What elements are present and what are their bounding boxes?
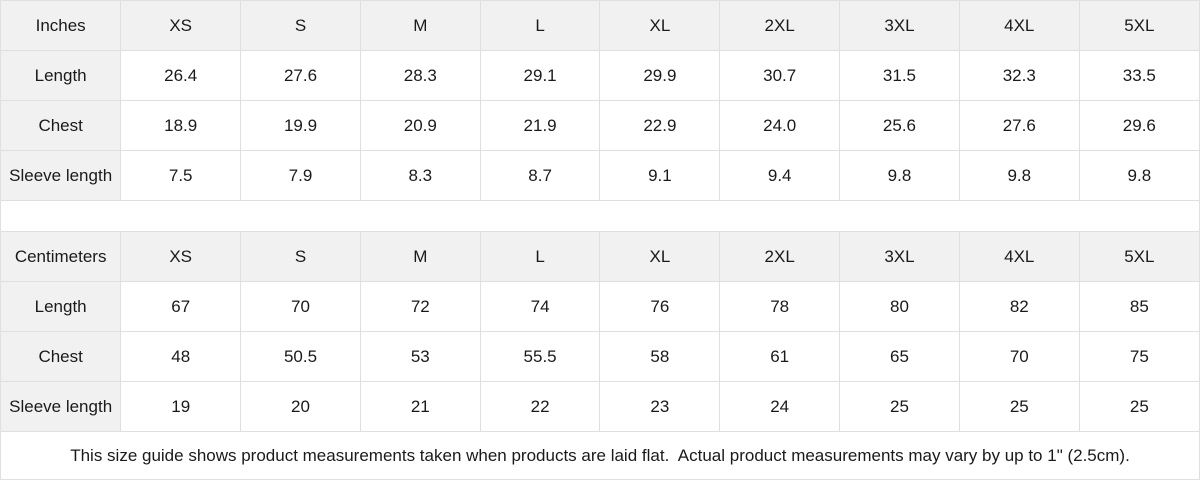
size-header-cell: M bbox=[359, 231, 481, 282]
value-cell: 24 bbox=[719, 381, 841, 432]
value-cell: 21 bbox=[359, 381, 481, 432]
value-cell: 53 bbox=[359, 331, 481, 382]
table-gap bbox=[1, 201, 1199, 231]
size-header-cell: 3XL bbox=[839, 1, 960, 51]
measurement-row: Chest 18.9 19.9 20.9 21.9 22.9 24.0 25.6 27.6 29.… bbox=[1, 100, 1199, 151]
size-header-row: Inches XS S M L XL 2XL 3XL 4XL 5XL bbox=[1, 1, 1199, 51]
value-cell: 72 bbox=[359, 281, 481, 332]
size-header-cell: XL bbox=[599, 1, 721, 51]
value-cell: 30.7 bbox=[719, 50, 841, 101]
row-label-cell: Length bbox=[1, 50, 122, 101]
value-cell: 70 bbox=[240, 281, 361, 332]
size-header-cell: L bbox=[479, 231, 601, 282]
value-cell: 31.5 bbox=[839, 50, 960, 101]
measurement-row: Sleeve length 19 20 21 22 23 24 25 25 25 bbox=[1, 381, 1199, 432]
measurement-row: Sleeve length 7.5 7.9 8.3 8.7 9.1 9.4 9.8 9.8 9.8 bbox=[1, 150, 1199, 201]
value-cell: 29.6 bbox=[1078, 100, 1199, 151]
value-cell: 74 bbox=[479, 281, 601, 332]
value-cell: 9.8 bbox=[1078, 150, 1199, 201]
value-cell: 19 bbox=[120, 381, 242, 432]
inches-table: Inches XS S M L XL 2XL 3XL 4XL 5XL Length 26.4 27.6 2… bbox=[1, 1, 1199, 201]
value-cell: 20 bbox=[240, 381, 361, 432]
value-cell: 9.4 bbox=[719, 150, 841, 201]
size-header-cell: 4XL bbox=[958, 231, 1080, 282]
footnote: This size guide shows product measuremen… bbox=[1, 432, 1199, 479]
value-cell: 9.8 bbox=[839, 150, 960, 201]
value-cell: 76 bbox=[599, 281, 721, 332]
measurement-row: Length 67 70 72 74 76 78 80 82 85 bbox=[1, 281, 1199, 332]
value-cell: 9.1 bbox=[599, 150, 721, 201]
value-cell: 22.9 bbox=[599, 100, 721, 151]
value-cell: 70 bbox=[958, 331, 1080, 382]
value-cell: 18.9 bbox=[120, 100, 242, 151]
value-cell: 50.5 bbox=[240, 331, 361, 382]
value-cell: 26.4 bbox=[120, 50, 242, 101]
value-cell: 25 bbox=[1078, 381, 1199, 432]
value-cell: 65 bbox=[839, 331, 960, 382]
value-cell: 9.8 bbox=[958, 150, 1080, 201]
value-cell: 20.9 bbox=[359, 100, 481, 151]
value-cell: 78 bbox=[719, 281, 841, 332]
value-cell: 32.3 bbox=[958, 50, 1080, 101]
size-header-cell: S bbox=[240, 1, 361, 51]
value-cell: 80 bbox=[839, 281, 960, 332]
value-cell: 23 bbox=[599, 381, 721, 432]
value-cell: 8.7 bbox=[479, 150, 601, 201]
measurement-row: Length 26.4 27.6 28.3 29.1 29.9 30.7 31.5 32.3 33… bbox=[1, 50, 1199, 101]
value-cell: 25.6 bbox=[839, 100, 960, 151]
value-cell: 75 bbox=[1078, 331, 1199, 382]
value-cell: 21.9 bbox=[479, 100, 601, 151]
value-cell: 58 bbox=[599, 331, 721, 382]
value-cell: 27.6 bbox=[958, 100, 1080, 151]
row-label-cell: Length bbox=[1, 281, 122, 332]
centimeters-table: Centimeters XS S M L XL 2XL 3XL 4XL 5XL Length 67 70… bbox=[1, 231, 1199, 432]
value-cell: 25 bbox=[958, 381, 1080, 432]
row-label-cell: Sleeve length bbox=[1, 381, 122, 432]
value-cell: 24.0 bbox=[719, 100, 841, 151]
measurement-row: Chest 48 50.5 53 55.5 58 61 65 70 75 bbox=[1, 331, 1199, 382]
value-cell: 67 bbox=[120, 281, 242, 332]
row-label-cell: Sleeve length bbox=[1, 150, 122, 201]
size-header-cell: 3XL bbox=[839, 231, 960, 282]
size-header-cell: 2XL bbox=[719, 1, 841, 51]
value-cell: 19.9 bbox=[240, 100, 361, 151]
value-cell: 82 bbox=[958, 281, 1080, 332]
value-cell: 27.6 bbox=[240, 50, 361, 101]
size-header-cell: M bbox=[359, 1, 481, 51]
size-header-cell: S bbox=[240, 231, 361, 282]
value-cell: 33.5 bbox=[1078, 50, 1199, 101]
row-label-cell: Chest bbox=[1, 100, 122, 151]
size-header-cell: L bbox=[479, 1, 601, 51]
value-cell: 22 bbox=[479, 381, 601, 432]
value-cell: 61 bbox=[719, 331, 841, 382]
value-cell: 55.5 bbox=[479, 331, 601, 382]
value-cell: 7.9 bbox=[240, 150, 361, 201]
size-header-cell: XS bbox=[120, 231, 242, 282]
value-cell: 29.1 bbox=[479, 50, 601, 101]
value-cell: 28.3 bbox=[359, 50, 481, 101]
size-header-cell: 5XL bbox=[1078, 1, 1199, 51]
size-header-cell: 4XL bbox=[958, 1, 1080, 51]
size-header-row: Centimeters XS S M L XL 2XL 3XL 4XL 5XL bbox=[1, 231, 1199, 282]
value-cell: 48 bbox=[120, 331, 242, 382]
size-header-cell: 2XL bbox=[719, 231, 841, 282]
value-cell: 8.3 bbox=[359, 150, 481, 201]
value-cell: 29.9 bbox=[599, 50, 721, 101]
size-header-cell: 5XL bbox=[1078, 231, 1199, 282]
value-cell: 25 bbox=[839, 381, 960, 432]
size-header-cell: XL bbox=[599, 231, 721, 282]
value-cell: 7.5 bbox=[120, 150, 242, 201]
unit-label-cell: Centimeters bbox=[1, 231, 122, 282]
row-label-cell: Chest bbox=[1, 331, 122, 382]
size-header-cell: XS bbox=[120, 1, 242, 51]
value-cell: 85 bbox=[1078, 281, 1199, 332]
unit-label-cell: Inches bbox=[1, 1, 122, 51]
